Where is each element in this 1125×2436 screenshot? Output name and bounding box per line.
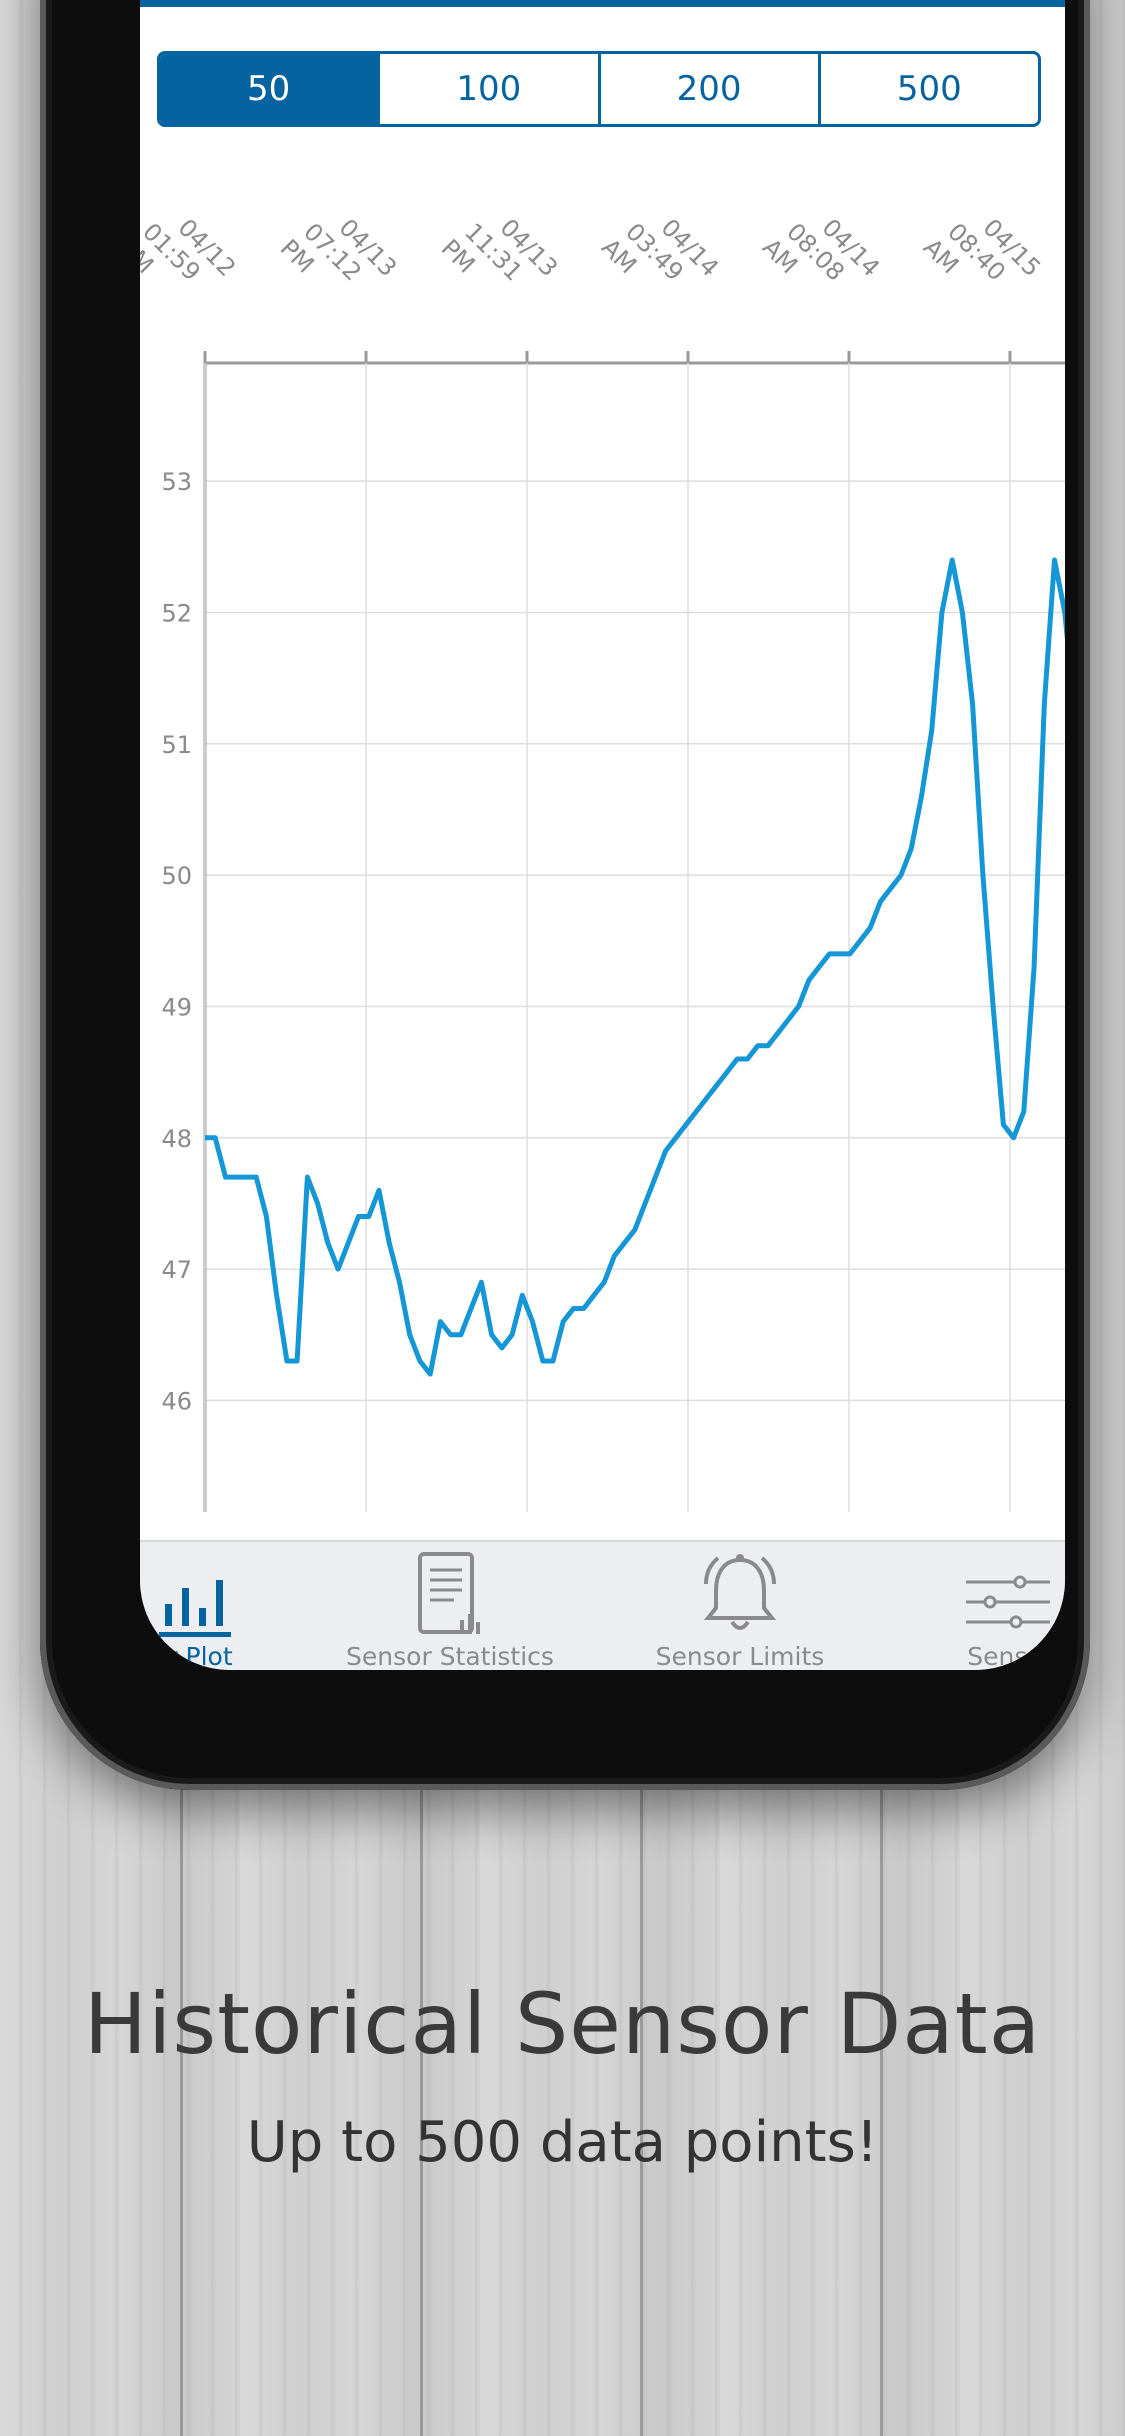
y-tick-label: 50 xyxy=(161,862,192,890)
tab-bar: r Plot Sensor Statistics xyxy=(140,1540,1065,1670)
tab-sensor-limits[interactable]: Sensor Limits xyxy=(630,1542,850,1670)
header-bar: 8201000900000049 06 xyxy=(140,0,1065,7)
segment-200[interactable]: 200 xyxy=(601,54,821,124)
phone-frame: 8201000900000049 06 50 100 200 500 46474… xyxy=(40,0,1090,1790)
y-tick-label: 46 xyxy=(161,1387,192,1415)
tab-sensor-settings[interactable]: Senso xyxy=(930,1542,1065,1670)
caption-title: Historical Sensor Data xyxy=(0,1975,1125,2073)
segment-500[interactable]: 500 xyxy=(821,54,1038,124)
y-tick-label: 47 xyxy=(161,1256,192,1284)
bell-icon xyxy=(692,1548,788,1638)
series-line xyxy=(205,560,1065,1374)
tab-label: r Plot xyxy=(167,1642,232,1670)
y-tick-label: 49 xyxy=(161,993,192,1021)
segment-50[interactable]: 50 xyxy=(160,54,380,124)
y-tick-label: 53 xyxy=(161,468,192,496)
tab-sensor-plot[interactable]: r Plot xyxy=(140,1542,275,1670)
tab-label: Sensor Statistics xyxy=(346,1642,554,1670)
points-segmented-control: 50 100 200 500 xyxy=(157,51,1041,127)
bar-chart-icon xyxy=(155,1548,245,1638)
phone-screen: 8201000900000049 06 50 100 200 500 46474… xyxy=(140,0,1065,1670)
y-tick-label: 52 xyxy=(161,599,192,627)
y-tick-label: 51 xyxy=(161,731,192,759)
tab-sensor-statistics[interactable]: Sensor Statistics xyxy=(340,1542,560,1670)
tab-label: Sensor Limits xyxy=(656,1642,825,1670)
caption-subtitle: Up to 500 data points! xyxy=(0,2110,1125,2175)
y-tick-label: 48 xyxy=(161,1125,192,1153)
document-stats-icon xyxy=(410,1548,490,1638)
segment-100[interactable]: 100 xyxy=(380,54,600,124)
sliders-icon xyxy=(960,1548,1050,1638)
tab-label: Senso xyxy=(967,1642,1042,1670)
